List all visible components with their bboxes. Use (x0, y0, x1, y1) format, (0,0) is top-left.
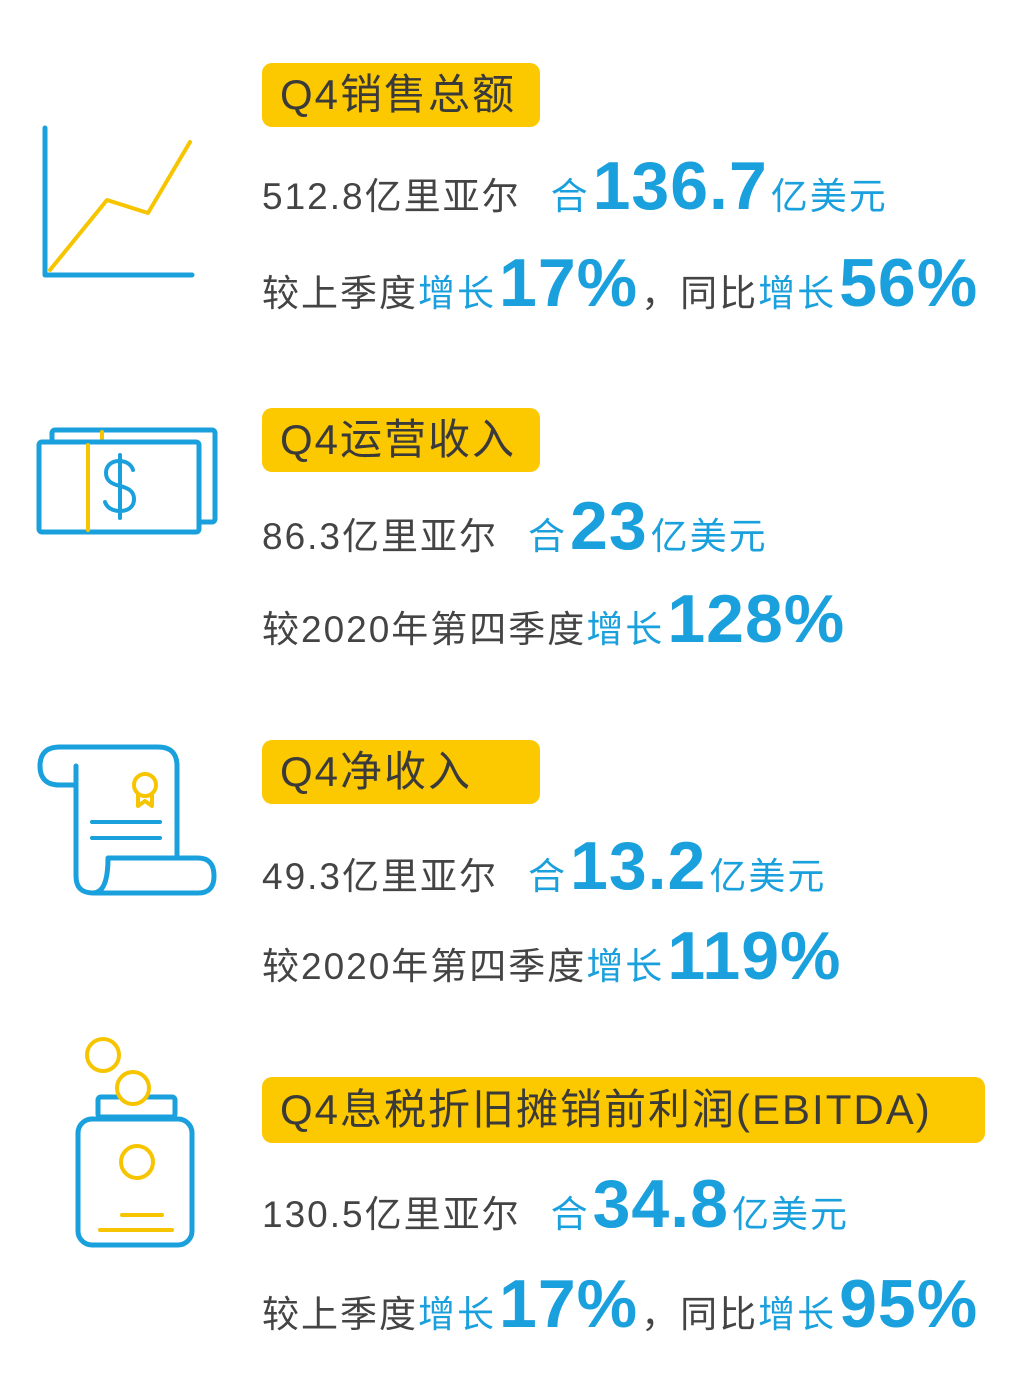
equals-label: 合 (550, 1194, 590, 1235)
trend-line (48, 140, 192, 272)
growth-basis: 较上季度 (262, 273, 418, 314)
dollar-sign-icon (103, 453, 136, 520)
growth-row: 较2020年第四季度 增长 119% (262, 922, 844, 990)
money-bill-icon (36, 427, 218, 535)
section-label: Q4净收入 (262, 740, 540, 804)
section-label: Q4销售总额 (262, 63, 540, 127)
section-sales-total: Q4销售总额 512.8亿里亚尔 合 136.7 亿美元 较上季度 增长 17%… (0, 40, 1024, 340)
growth-row: 较上季度 增长 17% ，同比 增长 56% (262, 249, 981, 317)
amount-row: 512.8亿里亚尔 合 136.7 亿美元 (262, 152, 888, 220)
usd-unit: 亿美元 (770, 176, 888, 217)
usd-value: 136.7 (592, 148, 768, 224)
amount-row: 49.3亿里亚尔 合 13.2 亿美元 (262, 832, 826, 900)
section-label: Q4息税折旧摊销前利润(EBITDA) (262, 1077, 985, 1143)
usd-value: 34.8 (592, 1166, 729, 1242)
equals-label: 合 (550, 176, 590, 217)
amount-row: 130.5亿里亚尔 合 34.8 亿美元 (262, 1170, 849, 1238)
growth-value-yoy: 56% (839, 245, 979, 321)
section-operating-revenue: Q4运营收入 86.3亿里亚尔 合 23 亿美元 较2020年第四季度 增长 1… (0, 380, 1024, 680)
growth-word: 增长 (418, 1294, 496, 1335)
scroll-top-roll (37, 744, 79, 788)
coin-stack (98, 1213, 174, 1232)
equals-label: 合 (528, 516, 568, 557)
usd-unit: 亿美元 (650, 516, 768, 557)
local-currency-amount: 86.3亿里亚尔 (262, 516, 499, 557)
growth-value: 128% (667, 581, 846, 657)
usd-value: 13.2 (570, 828, 707, 904)
growth-value: 17% (499, 245, 639, 321)
equals-label: 合 (528, 856, 568, 897)
falling-coin-icon (115, 1070, 151, 1106)
local-currency-amount: 130.5亿里亚尔 (262, 1194, 521, 1235)
local-currency-amount: 512.8亿里亚尔 (262, 176, 521, 217)
growth-basis-yoy: ，同比 (641, 1294, 759, 1335)
growth-word-yoy: 增长 (758, 1294, 837, 1335)
section-ebitda: Q4息税折旧摊销前利润(EBITDA) 130.5亿里亚尔 合 34.8 亿美元… (0, 1020, 1024, 1360)
growth-word-yoy: 增长 (758, 273, 837, 314)
line-chart-icon (42, 125, 195, 278)
seal-ribbon (136, 793, 154, 808)
growth-basis-yoy: ，同比 (641, 273, 759, 314)
growth-row: 较上季度 增长 17% ，同比 增长 95% (262, 1270, 981, 1338)
growth-word: 增长 (586, 946, 665, 987)
usd-unit: 亿美元 (731, 1194, 849, 1235)
text-lines (90, 820, 162, 840)
scroll-certificate-icon (37, 744, 217, 896)
growth-basis: 较2020年第四季度 (262, 609, 587, 650)
jar-body (75, 1116, 195, 1248)
growth-basis: 较上季度 (262, 1294, 418, 1335)
growth-word: 增长 (418, 273, 496, 314)
section-label: Q4运营收入 (262, 408, 540, 472)
growth-value: 119% (667, 918, 842, 994)
usd-value: 23 (570, 488, 648, 564)
chart-axes (42, 125, 195, 278)
growth-row: 较2020年第四季度 增长 128% (262, 585, 848, 653)
growth-basis: 较2020年第四季度 (262, 946, 587, 987)
falling-coin-icon (85, 1037, 121, 1073)
scroll-top-edge (57, 744, 180, 861)
jar-coin-icon (119, 1144, 155, 1180)
section-net-income: Q4净收入 49.3亿里亚尔 合 13.2 亿美元 较2020年第四季度 增长 … (0, 720, 1024, 1010)
growth-word: 增长 (586, 609, 665, 650)
usd-unit: 亿美元 (709, 856, 827, 897)
growth-value: 17% (499, 1266, 639, 1342)
growth-value-yoy: 95% (839, 1266, 979, 1342)
amount-row: 86.3亿里亚尔 合 23 亿美元 (262, 492, 768, 560)
seal-icon (132, 772, 158, 798)
local-currency-amount: 49.3亿里亚尔 (262, 856, 499, 897)
scroll-bottom-roll (73, 763, 217, 896)
coin-jar-icon (75, 1037, 195, 1248)
